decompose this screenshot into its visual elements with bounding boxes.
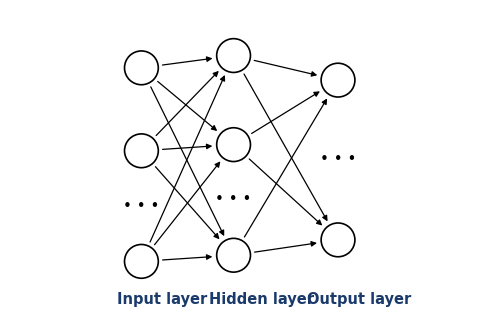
Circle shape <box>217 39 250 72</box>
Circle shape <box>321 223 355 257</box>
Circle shape <box>321 63 355 97</box>
Circle shape <box>124 244 158 278</box>
Text: • • •: • • • <box>215 192 252 207</box>
Text: • • •: • • • <box>123 199 160 213</box>
Circle shape <box>124 134 158 168</box>
Text: Output layer: Output layer <box>307 292 412 308</box>
Text: • • •: • • • <box>320 153 356 167</box>
Text: Hidden layer: Hidden layer <box>209 292 314 308</box>
Circle shape <box>217 128 250 162</box>
Circle shape <box>217 238 250 272</box>
Text: Input layer: Input layer <box>117 292 207 308</box>
Circle shape <box>124 51 158 85</box>
